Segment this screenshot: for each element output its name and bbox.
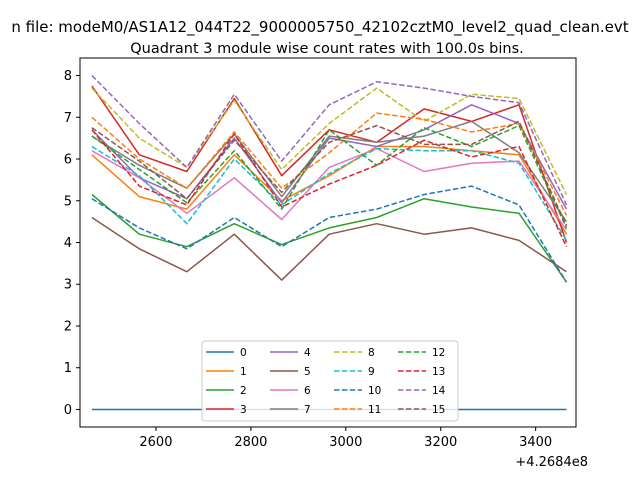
legend-label-12: 12 — [432, 347, 445, 359]
legend-label-2: 2 — [240, 385, 247, 397]
legend-label-9: 9 — [368, 366, 375, 378]
figure-suptitle: n file: modeM0/AS1A12_044T22_9000005750_… — [11, 18, 628, 37]
series-line-7 — [91, 120, 568, 223]
series-line-6 — [91, 147, 568, 231]
series-line-11 — [91, 112, 568, 216]
legend-label-4: 4 — [304, 347, 311, 359]
x-tick-label: 2600 — [139, 435, 172, 450]
y-tick-label: 2 — [64, 319, 72, 334]
series-line-12 — [91, 124, 568, 229]
legend-label-10: 10 — [368, 385, 381, 397]
x-tick-label: 3000 — [329, 435, 362, 450]
y-tick-label: 3 — [64, 278, 72, 293]
chart-title: Quadrant 3 module wise count rates with … — [130, 41, 524, 57]
y-tick-label: 1 — [64, 361, 72, 376]
series-line-13 — [91, 129, 568, 248]
x-offset-label: +4.2684e8 — [515, 455, 588, 470]
y-tick-label: 8 — [64, 69, 72, 84]
legend-label-3: 3 — [240, 404, 247, 416]
legend-label-0: 0 — [240, 347, 247, 359]
series-line-8 — [91, 87, 568, 195]
y-tick-label: 0 — [64, 403, 72, 418]
series-line-1 — [91, 145, 568, 235]
legend-label-5: 5 — [304, 366, 311, 378]
legend-label-8: 8 — [368, 347, 375, 359]
y-tick-label: 7 — [64, 111, 72, 126]
series-line-10 — [91, 185, 568, 283]
legend-label-14: 14 — [432, 385, 446, 397]
legend-label-1: 1 — [240, 366, 247, 378]
legend-label-13: 13 — [432, 366, 445, 378]
legend-label-7: 7 — [304, 404, 311, 416]
series-lines — [91, 74, 568, 411]
legend-label-15: 15 — [432, 404, 445, 416]
series-line-5 — [91, 216, 567, 281]
y-tick-label: 6 — [64, 153, 72, 168]
legend-box — [201, 340, 459, 422]
x-tick-label: 3400 — [519, 435, 552, 450]
series-line-14 — [91, 74, 568, 206]
legend-label-6: 6 — [304, 385, 311, 397]
y-tick-label: 5 — [64, 194, 72, 209]
series-line-3 — [91, 85, 568, 243]
x-tick-label: 2800 — [234, 435, 267, 450]
legend-label-11: 11 — [368, 404, 381, 416]
series-line-15 — [91, 120, 568, 227]
y-tick-label: 4 — [64, 236, 72, 251]
series-line-9 — [91, 145, 568, 241]
x-tick-label: 3200 — [424, 435, 457, 450]
